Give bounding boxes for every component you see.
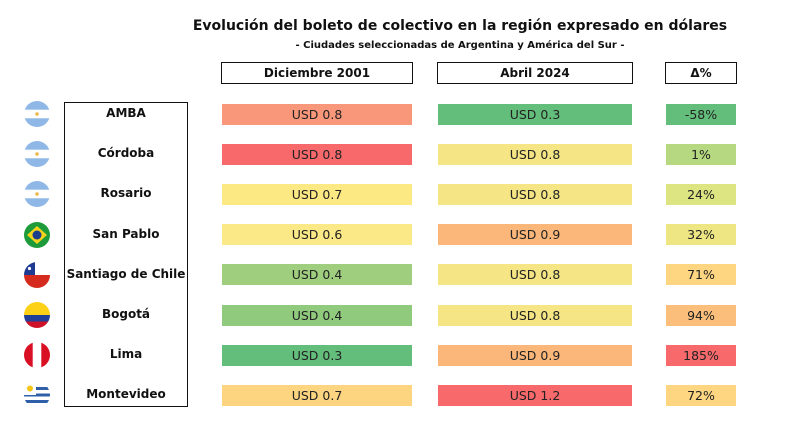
chart-subtitle: - Ciudades seleccionadas de Argentina y … — [295, 40, 625, 51]
city-label: Córdoba — [97, 146, 155, 161]
cell-dec2001: USD 0.7 — [222, 183, 412, 205]
cell-delta: 32% — [666, 224, 736, 246]
city-label: Lima — [109, 347, 143, 362]
city-label: Montevideo — [86, 387, 166, 402]
city-label: Bogotá — [101, 307, 151, 321]
city-label: San Pablo — [92, 226, 160, 241]
cell-delta: 72% — [666, 384, 736, 406]
argentina-flag-icon — [24, 101, 50, 127]
peru-flag-icon — [24, 342, 50, 369]
cell-abr2024: USD 0.8 — [438, 264, 632, 286]
colombia-flag-icon — [24, 302, 50, 328]
cell-abr2024: USD 0.8 — [438, 304, 632, 326]
cell-delta: 24% — [666, 183, 736, 205]
city-label: AMBA — [106, 106, 146, 120]
cell-abr2024: USD 0.8 — [438, 143, 632, 165]
cell-abr2024: USD 1.2 — [438, 384, 632, 406]
cell-delta: -58% — [666, 103, 736, 125]
argentina-flag-icon — [24, 181, 50, 208]
cell-delta: 94% — [666, 304, 736, 326]
header-dec-2001: Diciembre 2001 — [221, 62, 413, 84]
cell-dec2001: USD 0.3 — [222, 344, 412, 366]
city-label: Rosario — [100, 186, 152, 201]
cell-dec2001: USD 0.4 — [222, 304, 412, 326]
chile-flag-icon — [24, 261, 50, 288]
city-label: Santiago de Chile — [66, 266, 186, 281]
cell-dec2001: USD 0.7 — [222, 384, 412, 406]
cell-dec2001: USD 0.8 — [222, 103, 412, 125]
cell-delta: 1% — [666, 143, 736, 165]
uruguay-flag-icon — [24, 382, 50, 409]
cell-abr2024: USD 0.8 — [438, 183, 632, 205]
cell-delta: 185% — [666, 344, 736, 366]
cell-abr2024: USD 0.3 — [438, 103, 632, 125]
header-abr-2024: Abril 2024 — [437, 62, 633, 84]
cell-dec2001: USD 0.6 — [222, 224, 412, 246]
cell-abr2024: USD 0.9 — [438, 224, 632, 246]
cell-abr2024: USD 0.9 — [438, 344, 632, 366]
brazil-flag-icon — [24, 221, 50, 248]
header-delta: Δ% — [665, 62, 737, 84]
cell-dec2001: USD 0.8 — [222, 143, 412, 165]
city-box — [64, 102, 188, 407]
cell-delta: 71% — [666, 264, 736, 286]
cell-dec2001: USD 0.4 — [222, 264, 412, 286]
argentina-flag-icon — [24, 141, 50, 168]
chart-title: Evolución del boleto de colectivo en la … — [192, 18, 728, 34]
